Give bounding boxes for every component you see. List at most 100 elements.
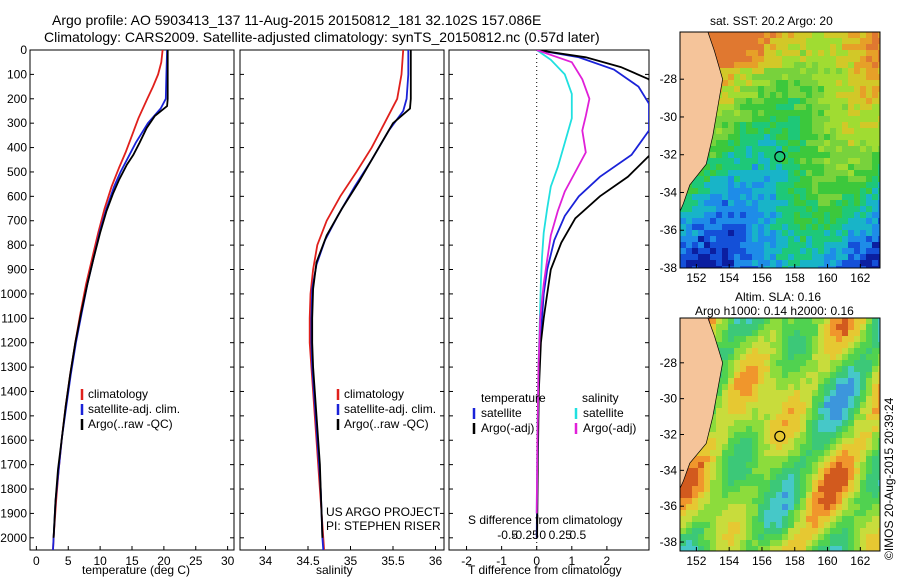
temperature-panel: 0100200300400500600700800900100011001200… xyxy=(0,43,234,568)
map-cell xyxy=(830,212,837,219)
map-cell xyxy=(770,336,777,343)
map-cell xyxy=(776,390,783,397)
map-cell xyxy=(872,426,879,433)
map-cell xyxy=(848,176,855,183)
map-cell xyxy=(764,260,771,267)
map-cell xyxy=(758,188,765,195)
map-cell xyxy=(716,342,723,349)
map-cell xyxy=(824,38,831,45)
map-cell xyxy=(788,366,795,373)
map-cell xyxy=(860,110,867,117)
map-cell xyxy=(740,182,747,189)
map-cell xyxy=(812,164,819,171)
map-cell xyxy=(878,200,880,207)
map-cell xyxy=(842,450,849,457)
map-cell xyxy=(830,342,837,349)
map-cell xyxy=(860,86,867,93)
map-cell xyxy=(836,396,843,403)
map-cell xyxy=(860,516,867,523)
map-cell xyxy=(872,248,879,255)
map-cell xyxy=(800,74,807,81)
map-cell xyxy=(836,200,843,207)
map-cell xyxy=(836,212,843,219)
map-cell xyxy=(812,330,819,337)
map-cell xyxy=(752,218,759,225)
map-cell xyxy=(758,402,765,409)
map-cell xyxy=(794,122,801,129)
map-cell xyxy=(728,164,735,171)
map-cell xyxy=(698,206,705,213)
map-cell xyxy=(818,38,825,45)
map-cell xyxy=(740,158,747,165)
map-cell xyxy=(830,522,837,529)
map-cell xyxy=(758,224,765,231)
map-cell xyxy=(806,158,813,165)
map-cell xyxy=(860,254,867,261)
map-cell xyxy=(836,140,843,147)
map-cell xyxy=(704,546,711,551)
map-cell xyxy=(836,110,843,117)
map-cell xyxy=(782,236,789,243)
map-cell xyxy=(758,444,765,451)
map-cell xyxy=(722,342,729,349)
land-mass xyxy=(680,32,723,212)
map-cell xyxy=(740,486,747,493)
map-cell xyxy=(854,110,861,117)
map-cell xyxy=(842,336,849,343)
map-cell xyxy=(812,116,819,123)
map-cell xyxy=(824,92,831,99)
map-cell xyxy=(716,164,723,171)
map-cell xyxy=(866,336,873,343)
map-cell xyxy=(740,170,747,177)
map-cell xyxy=(866,534,873,541)
map-cell xyxy=(722,498,729,505)
map-cell xyxy=(764,122,771,129)
map-cell xyxy=(758,158,765,165)
map-cell xyxy=(734,396,741,403)
map-cell xyxy=(806,230,813,237)
map-cell xyxy=(842,402,849,409)
map-cell xyxy=(806,68,813,75)
map-cell xyxy=(716,456,723,463)
map-cell xyxy=(830,516,837,523)
map-cell xyxy=(728,56,735,63)
map-cell xyxy=(812,492,819,499)
map-cell xyxy=(770,104,777,111)
map-cell xyxy=(770,62,777,69)
map-cell xyxy=(794,396,801,403)
map-cell xyxy=(818,200,825,207)
map-x-tick-label: 158 xyxy=(785,554,805,568)
map-cell xyxy=(734,80,741,87)
map-cell xyxy=(800,266,807,268)
map-cell xyxy=(866,182,873,189)
map-cell xyxy=(758,254,765,261)
map-cell xyxy=(830,68,837,75)
map-cell xyxy=(854,140,861,147)
map-cell xyxy=(812,242,819,249)
map-cell xyxy=(842,56,849,63)
map-cell xyxy=(752,384,759,391)
map-cell xyxy=(830,318,837,325)
map-cell xyxy=(872,366,879,373)
map-cell xyxy=(716,254,723,261)
map-cell xyxy=(872,212,879,219)
map-cell xyxy=(782,366,789,373)
map-cell xyxy=(710,224,717,231)
map-cell xyxy=(806,372,813,379)
map-cell xyxy=(812,254,819,261)
map-cell xyxy=(830,32,837,39)
map-cell xyxy=(716,218,723,225)
map-cell xyxy=(836,378,843,385)
map-cell xyxy=(848,378,855,385)
map-cell xyxy=(740,134,747,141)
map-cell xyxy=(716,56,723,63)
map-cell xyxy=(878,480,880,487)
map-cell xyxy=(698,266,705,268)
map-cell xyxy=(818,44,825,51)
map-cell xyxy=(872,260,879,267)
map-cell xyxy=(680,266,687,268)
map-cell xyxy=(776,242,783,249)
map-cell xyxy=(776,38,783,45)
map-cell xyxy=(776,98,783,105)
map-cell xyxy=(710,492,717,499)
